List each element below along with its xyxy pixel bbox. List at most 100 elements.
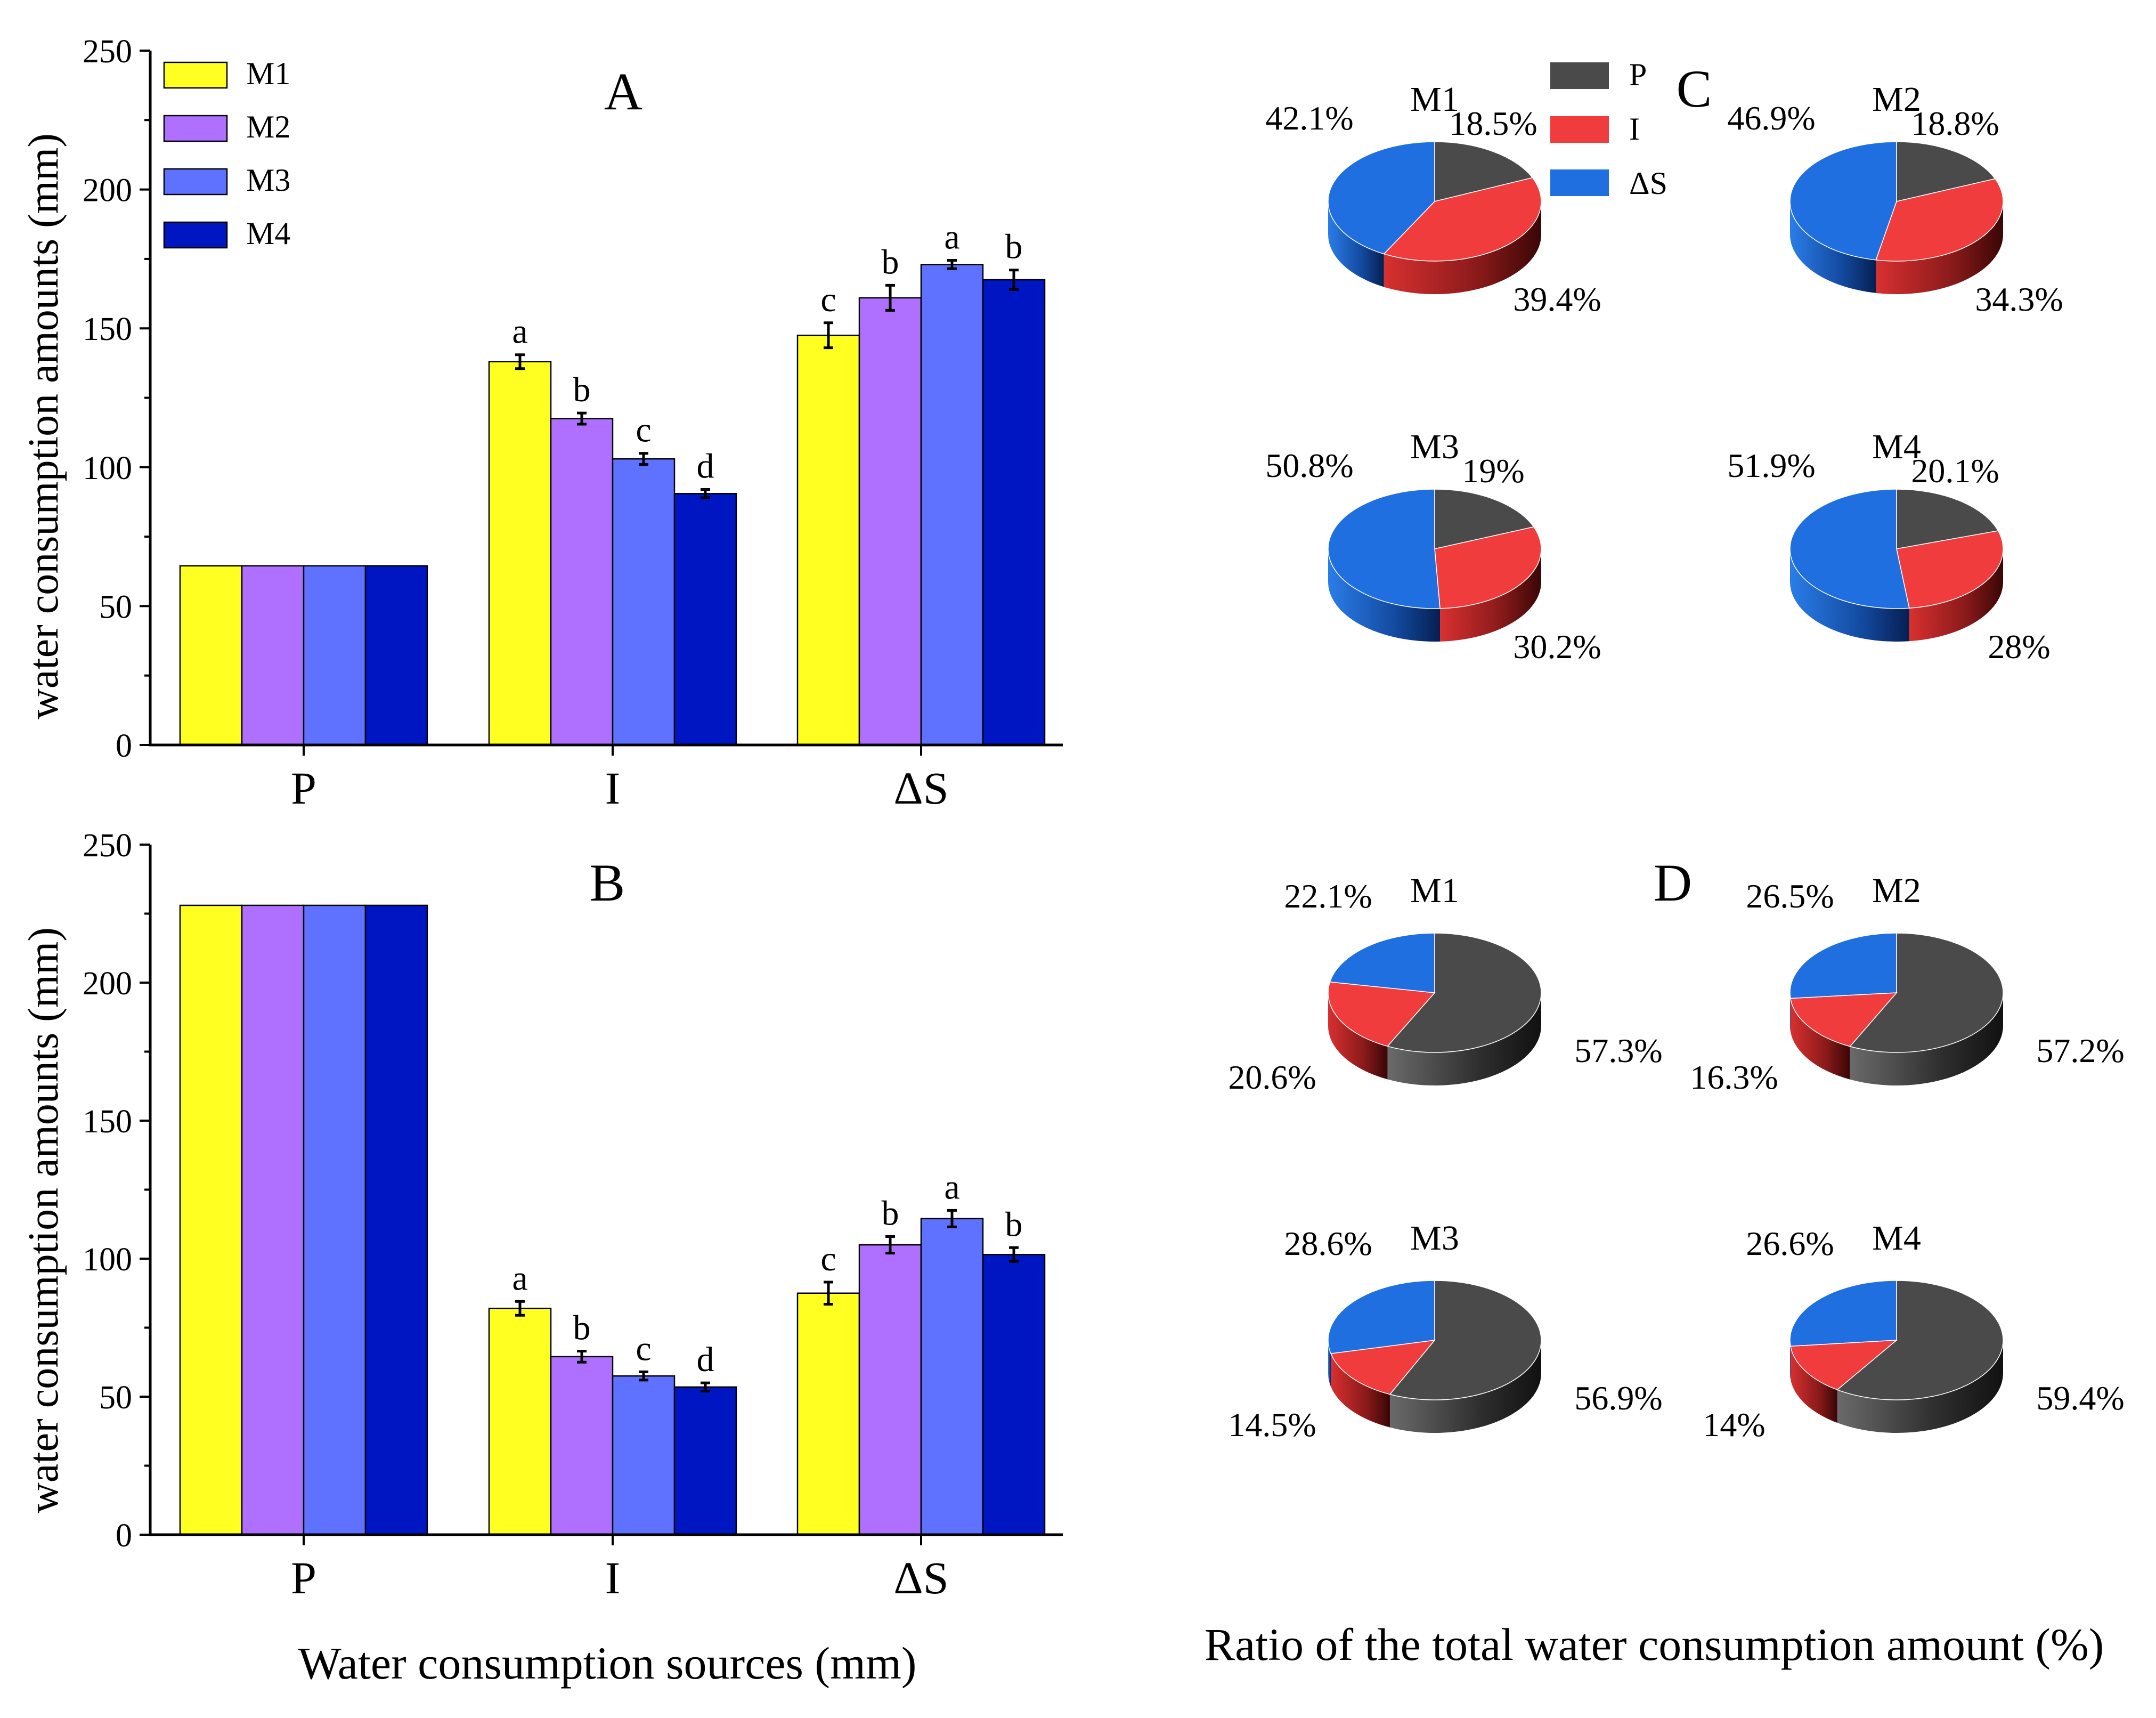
pie-side-m1-i <box>1328 993 1388 1080</box>
y-tick-label: 50 <box>99 589 132 625</box>
legend-swatch-m3 <box>163 168 228 196</box>
pie-label-m4-i: 14% <box>1703 1406 1765 1444</box>
bar-a-m2-1 <box>550 418 614 746</box>
significance-letter: a <box>944 1168 959 1206</box>
pie-label-m3-ds: 28.6% <box>1284 1225 1372 1262</box>
bar-b-m4-2 <box>982 1253 1046 1536</box>
pie-label-m3-i: 30.2% <box>1513 628 1601 666</box>
pie-slice-m2-p <box>1849 933 2004 1053</box>
error-bar-b-m1-2 <box>824 1281 833 1306</box>
error-bar-b-m4-2 <box>1009 1246 1019 1263</box>
panel-label-c: C <box>1677 59 1712 118</box>
pie-title-m4: M4 <box>1872 1219 1921 1258</box>
pie-title-m3: M3 <box>1410 427 1459 466</box>
pie-side-m1-p <box>1387 993 1541 1086</box>
pie-slice-m4-p <box>1836 1280 2004 1400</box>
error-bar-a-m1-2 <box>824 321 833 350</box>
pie-label-m2-p: 57.2% <box>2036 1032 2124 1069</box>
pie-side-m3-ds <box>1328 549 1441 642</box>
pie-side-m2-p <box>1850 993 2003 1085</box>
y-tick-label: 100 <box>83 1242 132 1278</box>
pie-title-m3: M3 <box>1410 1219 1459 1258</box>
pie-side-m4-i <box>1909 549 2003 642</box>
pie-slice-m3-i <box>1434 526 1542 609</box>
bar-b-m1-1 <box>488 1307 552 1536</box>
significance-letter: b <box>882 1194 899 1233</box>
significance-letter: a <box>512 312 527 351</box>
legend-swatch-m4 <box>163 221 228 249</box>
pie-label-m4-p: 20.1% <box>1911 452 1999 490</box>
legend-label-p: P <box>1629 57 1647 92</box>
pie-side-m2-i <box>1790 998 1850 1080</box>
significance-letter: b <box>1005 228 1023 266</box>
pie-slice-m1-i <box>1328 981 1436 1047</box>
pie-label-m2-i: 34.3% <box>1975 280 2063 318</box>
x-tick-label: ΔS <box>893 1552 948 1603</box>
significance-letter: b <box>573 1309 591 1348</box>
pie-side-m4-p <box>1837 1340 2003 1433</box>
bar-a-m1-0 <box>179 565 243 746</box>
bar-a-m3-0 <box>303 565 367 746</box>
significance-letter: b <box>573 370 591 409</box>
bar-b-m3-2 <box>920 1218 984 1536</box>
bar-a-m1-2 <box>796 334 860 746</box>
x-tick-label: ΔS <box>893 763 948 814</box>
bars-a: a c b b c a d b <box>179 218 1046 746</box>
pie-side-m4-i <box>1791 1346 1837 1423</box>
pie-side-m3-ds <box>1328 1340 1331 1387</box>
bar-a-m3-1 <box>612 458 676 746</box>
pie-label-m1-p: 18.5% <box>1449 104 1537 142</box>
bar-b-m3-1 <box>612 1375 676 1536</box>
significance-letter: b <box>1005 1205 1023 1244</box>
pie-side-m3-i <box>1440 549 1541 642</box>
significance-letter: b <box>882 242 899 281</box>
legend-c: P I ΔS <box>1550 57 1667 201</box>
significance-letter: c <box>636 1329 651 1368</box>
pie-side-m2-ds <box>1790 993 1791 1032</box>
error-bar-b-m3-2 <box>947 1209 957 1228</box>
pie-slice-m1-ds <box>1328 141 1435 255</box>
pie-slice-m2-i <box>1875 178 2004 262</box>
legend-label-m1: M1 <box>246 56 290 91</box>
pie-side-m4-ds <box>1790 1340 1791 1380</box>
panel-label-a: A <box>604 62 642 121</box>
bar-b-m4-0 <box>364 904 428 1536</box>
pie-side-m2-i <box>1876 201 2003 294</box>
significance-letter: c <box>636 411 651 450</box>
pie-label-m2-i: 16.3% <box>1690 1058 1778 1096</box>
pie-slice-m1-p <box>1434 141 1533 202</box>
pie-title-m1: M1 <box>1410 80 1459 119</box>
y-tick-label: 0 <box>116 1518 132 1554</box>
legend-swatch-i <box>1550 116 1609 143</box>
error-bar-b-m1-1 <box>515 1300 525 1317</box>
panel-label-d: D <box>1654 853 1692 912</box>
significance-letter: a <box>944 218 959 257</box>
bar-a-m2-0 <box>241 565 305 746</box>
pie-title-m4: M4 <box>1872 427 1921 466</box>
bar-b-m2-2 <box>858 1244 922 1536</box>
bar-a-m2-2 <box>858 297 922 746</box>
pie-slice-m2-ds <box>1789 933 1897 999</box>
y-tick-label: 0 <box>116 728 132 764</box>
pie-side-m1-ds <box>1328 201 1384 287</box>
bar-b-m1-2 <box>796 1292 860 1536</box>
error-bar-a-m2-1 <box>577 411 587 426</box>
pie-label-m4-ds: 26.6% <box>1746 1225 1834 1262</box>
axes-b: 0 50 100 150 200 250 P I ΔS <box>83 828 1063 1603</box>
pie-label-m1-ds: 42.1% <box>1265 99 1353 137</box>
pie-slice-m1-p <box>1387 933 1542 1053</box>
legend-label-i: I <box>1629 111 1640 147</box>
y-tick-label: 100 <box>83 450 132 487</box>
pie-label-m1-p: 57.3% <box>1574 1032 1662 1069</box>
legend-swatch-p <box>1550 62 1609 89</box>
axes-a: 0 50 100 150 200 250 P I ΔS <box>83 34 1063 814</box>
pie-slice-m1-ds <box>1329 933 1435 993</box>
y-tick-label: 150 <box>83 1104 132 1140</box>
y-tick-label: 150 <box>83 311 132 347</box>
pie-label-m1-i: 20.6% <box>1228 1058 1316 1096</box>
y-tick-label: 50 <box>99 1380 132 1416</box>
pie-slice-m3-i <box>1330 1340 1436 1395</box>
pie-side-m2-ds <box>1789 201 1876 293</box>
